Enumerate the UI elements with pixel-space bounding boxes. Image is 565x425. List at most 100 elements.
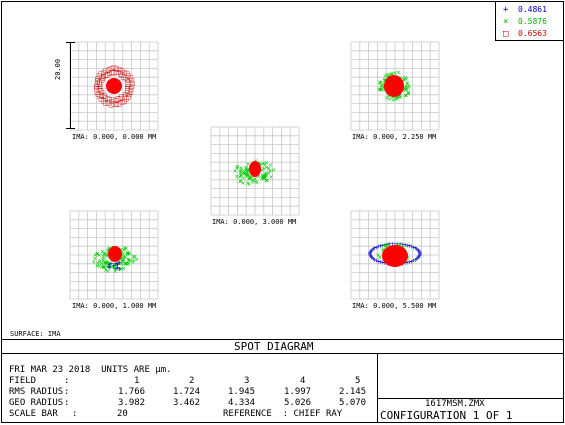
ray-point: □ xyxy=(125,73,131,80)
rms-value: 1.945 xyxy=(228,387,256,397)
ray-point: × xyxy=(259,161,264,168)
ray-point: × xyxy=(105,253,110,260)
ray-point: × xyxy=(256,174,261,181)
legend: +0.4861 × 0.5876 □ 0.6563 xyxy=(503,5,547,39)
ray-point: □ xyxy=(111,96,117,103)
ray-point: × xyxy=(238,172,243,179)
ray-point: □ xyxy=(117,71,123,78)
ray-point: × xyxy=(377,79,382,86)
ray-point: × xyxy=(246,182,251,189)
ray-point: + xyxy=(413,245,418,252)
ray-point: × xyxy=(245,169,250,176)
ray-point: × xyxy=(125,250,130,257)
legend-wavelength: 0.4861 xyxy=(518,5,547,14)
ray-point: × xyxy=(118,266,123,273)
legend-wavelength: 0.6563 xyxy=(518,29,547,38)
ray-point: × xyxy=(405,85,410,92)
ray-point: × xyxy=(111,264,116,271)
ray-point: × xyxy=(381,81,386,88)
legend-marker: □ xyxy=(503,29,509,39)
ray-point: × xyxy=(404,92,409,99)
ray-point: + xyxy=(371,256,376,263)
ray-point: × xyxy=(401,77,406,84)
scale-bar-text: SCALE BAR xyxy=(9,409,58,419)
ray-point: × xyxy=(102,259,107,266)
ray-point: + xyxy=(376,258,381,265)
ray-point: × xyxy=(101,254,106,261)
ray-point: × xyxy=(383,244,388,251)
ray-point: × xyxy=(126,260,131,267)
ray-point: + xyxy=(372,257,377,264)
ray-point: × xyxy=(264,177,269,184)
ray-point: + xyxy=(107,261,112,268)
ray-point: × xyxy=(120,258,125,265)
ray-point: × xyxy=(243,167,248,174)
ray-point: × xyxy=(102,260,107,267)
ray-point: × xyxy=(405,80,410,87)
field-number: 3 xyxy=(244,376,250,386)
ray-point: × xyxy=(246,171,251,178)
ray-point: □ xyxy=(113,69,119,76)
ray-point: □ xyxy=(103,94,109,101)
ray-point: □ xyxy=(105,95,111,102)
ray-point: + xyxy=(368,249,373,256)
ray-point: □ xyxy=(94,89,100,96)
ray-point: × xyxy=(377,254,382,261)
ray-point: × xyxy=(103,260,108,267)
legend-wavelength: 0.5876 xyxy=(518,17,547,26)
ray-point: × xyxy=(387,96,392,103)
ray-point: + xyxy=(417,251,422,258)
ray-point: □ xyxy=(117,66,123,73)
field-number: 2 xyxy=(189,376,195,386)
ray-point: + xyxy=(374,258,379,265)
ray-point: + xyxy=(371,246,376,253)
ray-point: □ xyxy=(97,93,103,100)
ray-point: × xyxy=(378,80,383,87)
ray-point: × xyxy=(264,159,269,166)
ray-point: × xyxy=(379,83,384,90)
ray-point: × xyxy=(263,174,268,181)
ray-point: × xyxy=(117,266,122,273)
ray-point: × xyxy=(377,87,382,94)
ray-point: × xyxy=(126,250,131,257)
ray-point: × xyxy=(123,246,128,253)
ray-point: + xyxy=(374,244,379,251)
ray-point: + xyxy=(378,259,383,266)
ray-point: × xyxy=(271,167,276,174)
ray-point: □ xyxy=(103,67,109,74)
ray-point: × xyxy=(269,174,274,181)
ray-point: × xyxy=(382,77,387,84)
ray-point: × xyxy=(401,76,406,83)
spot-field-label: IMA: 0.000, 0.000 MM xyxy=(72,133,157,141)
ray-point: × xyxy=(259,167,264,174)
spot-plot: ××××××××××××××××××××××××××××××××××××××××… xyxy=(350,41,440,131)
ray-point: □ xyxy=(102,93,108,100)
ray-point: × xyxy=(238,167,243,174)
ray-point: × xyxy=(103,251,108,258)
ray-point: × xyxy=(105,259,110,266)
ray-point: □ xyxy=(119,72,125,79)
ray-point: × xyxy=(260,173,265,180)
ray-point: × xyxy=(130,259,135,266)
ray-point: □ xyxy=(126,94,132,101)
ray-point: × xyxy=(268,162,273,169)
ray-point: + xyxy=(117,266,122,273)
ray-point: + xyxy=(417,253,422,260)
ray-point: × xyxy=(107,260,112,267)
ray-point: × xyxy=(245,172,250,179)
ray-point: × xyxy=(249,175,254,182)
ray-point: □ xyxy=(99,92,105,99)
ray-point: + xyxy=(407,243,412,250)
ray-point: × xyxy=(239,172,244,179)
ray-point: × xyxy=(395,93,400,100)
date-units-line: FRI MAR 23 2018 UNITS ARE µm. xyxy=(9,365,172,375)
ray-point: × xyxy=(121,266,126,273)
rms-label: RMS RADIUS xyxy=(9,387,64,397)
ray-point: × xyxy=(245,161,250,168)
ray-point: + xyxy=(385,241,390,248)
ray-point: × xyxy=(397,242,402,249)
ray-point: × xyxy=(92,256,97,263)
ray-point: × xyxy=(263,175,268,182)
ray-point: + xyxy=(411,244,416,251)
